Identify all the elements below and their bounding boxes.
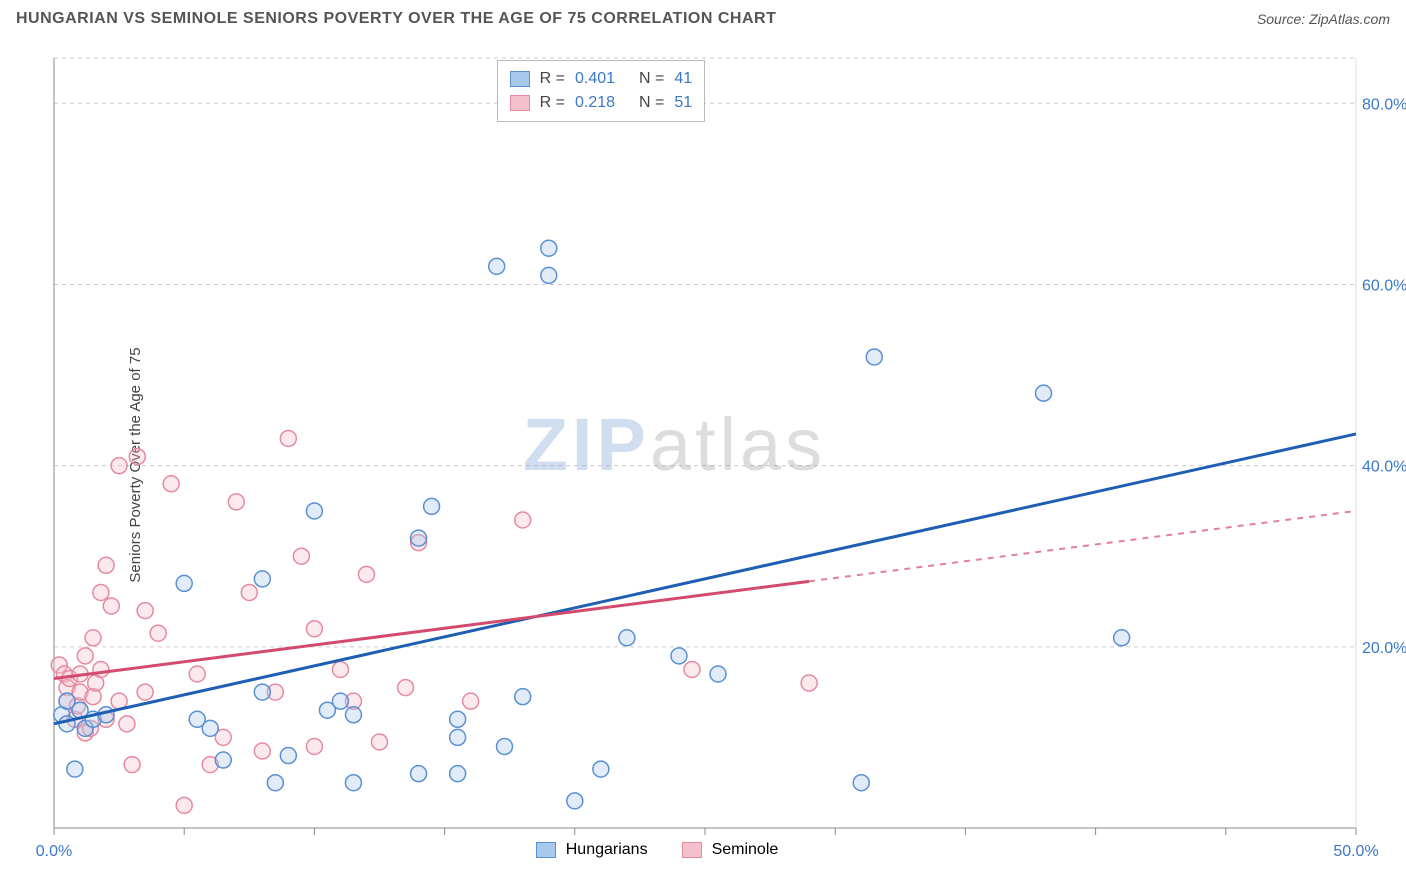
legend-row: R =0.218N =51	[510, 91, 692, 115]
svg-text:40.0%: 40.0%	[1362, 459, 1406, 476]
legend-series-item: Hungarians	[536, 838, 648, 862]
svg-text:80.0%: 80.0%	[1362, 96, 1406, 113]
svg-text:0.0%: 0.0%	[36, 843, 72, 860]
legend-swatch	[510, 71, 530, 87]
scatter-plot-svg: 0.0% 50.0% 20.0% 40.0% 60.0% 80.0%	[0, 38, 1406, 892]
svg-text:60.0%: 60.0%	[1362, 277, 1406, 294]
legend-label: Seminole	[712, 841, 779, 859]
legend-swatch	[536, 842, 556, 858]
legend-swatch	[682, 842, 702, 858]
legend-correlation: R =0.401N =41R =0.218N =51	[497, 60, 705, 122]
chart-area: Seniors Poverty Over the Age of 75 0.0%5…	[0, 38, 1406, 892]
svg-text:20.0%: 20.0%	[1362, 640, 1406, 657]
chart-title: HUNGARIAN VS SEMINOLE SENIORS POVERTY OV…	[16, 10, 776, 28]
header-bar: HUNGARIAN VS SEMINOLE SENIORS POVERTY OV…	[0, 0, 1406, 32]
legend-label: Hungarians	[566, 841, 648, 859]
source-label: Source: ZipAtlas.com	[1257, 11, 1390, 27]
legend-swatch	[510, 95, 530, 111]
legend-row: R =0.401N =41	[510, 67, 692, 91]
legend-series: Hungarians Seminole	[536, 838, 779, 862]
source-name: ZipAtlas.com	[1309, 11, 1390, 27]
svg-text:50.0%: 50.0%	[1333, 843, 1378, 860]
source-prefix: Source:	[1257, 11, 1309, 27]
legend-series-item: Seminole	[682, 838, 779, 862]
